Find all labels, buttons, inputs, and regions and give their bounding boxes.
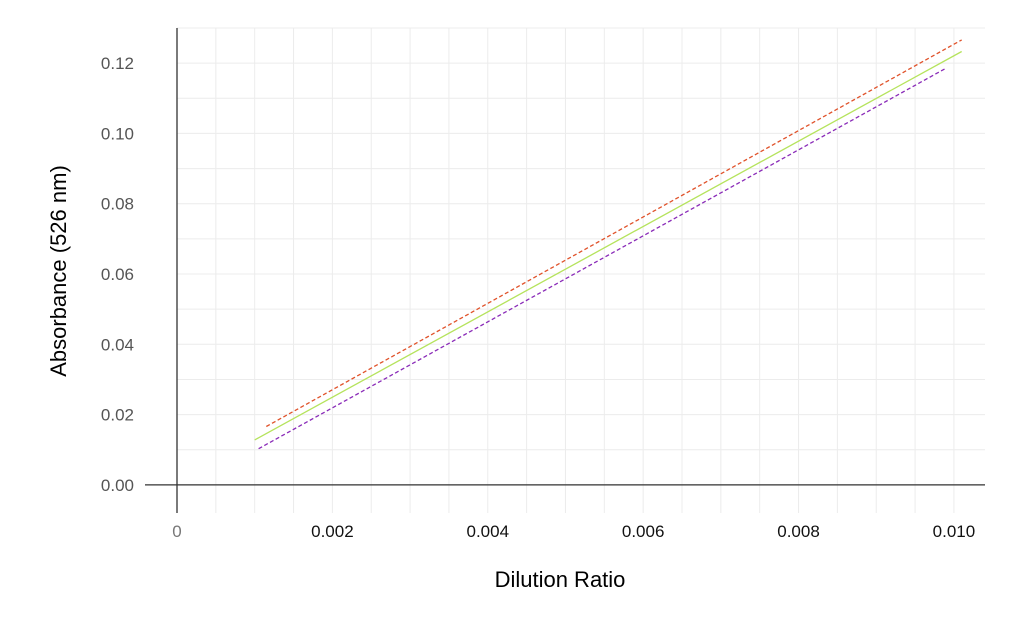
x-tick-labels: 0 0.002 0.004 0.006 0.008 0.010 xyxy=(172,522,975,541)
series-line-2 xyxy=(254,50,963,441)
y-tick-label: 0.06 xyxy=(101,265,134,284)
y-tick-label: 0.00 xyxy=(101,476,134,495)
series-line-1 xyxy=(265,39,963,428)
x-tick-label: 0.004 xyxy=(466,522,509,541)
x-tick-label: 0.006 xyxy=(622,522,665,541)
grid-lines xyxy=(177,27,985,513)
x-tick-label: 0.008 xyxy=(777,522,820,541)
series-line-3 xyxy=(258,67,947,450)
y-axis-title: Absorbance (526 nm) xyxy=(46,165,71,377)
x-tick-label: 0 xyxy=(172,522,181,541)
y-tick-label: 0.08 xyxy=(101,195,134,214)
x-tick-label: 0.002 xyxy=(311,522,354,541)
x-axis-title: Dilution Ratio xyxy=(495,567,626,592)
axes xyxy=(145,28,985,513)
y-tick-labels: 0.00 0.02 0.04 0.06 0.08 0.10 0.12 xyxy=(101,54,134,495)
series-lines xyxy=(254,39,963,450)
y-tick-label: 0.02 xyxy=(101,406,134,425)
y-tick-label: 0.10 xyxy=(101,124,134,143)
x-tick-label: 0.010 xyxy=(933,522,976,541)
y-tick-label: 0.04 xyxy=(101,335,134,354)
y-tick-label: 0.12 xyxy=(101,54,134,73)
